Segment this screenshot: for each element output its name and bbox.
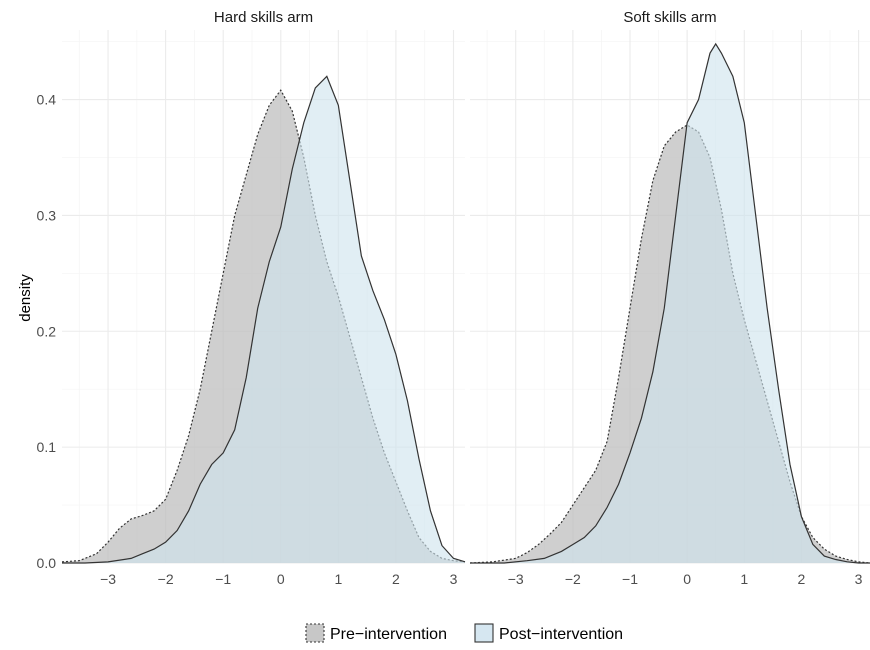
post-intervention-area bbox=[470, 43, 870, 563]
facet-panel: Hard skills arm −3 −2 −1 0 1 2 3 0.0 0.1 0.2 0.3 0.4 bbox=[37, 9, 466, 587]
y-tick-label: 0.2 bbox=[37, 323, 57, 339]
x-tick-label: 3 bbox=[855, 571, 863, 587]
y-tick-label: 0.4 bbox=[37, 92, 57, 108]
legend-key bbox=[474, 623, 494, 643]
x-tick-label: −1 bbox=[622, 571, 638, 587]
facet-panel: Soft skills arm −3 −2 −1 0 1 2 3 bbox=[469, 9, 870, 587]
post-intervention-line bbox=[470, 42, 870, 564]
legend-label: Post−intervention bbox=[499, 626, 623, 643]
x-tick-label: −3 bbox=[100, 571, 116, 587]
x-tick-label: −3 bbox=[508, 571, 524, 587]
y-tick-label: 0.0 bbox=[37, 555, 57, 571]
x-tick-label: −2 bbox=[158, 571, 174, 587]
x-tick-label: 1 bbox=[740, 571, 748, 587]
x-tick-label: 1 bbox=[334, 571, 342, 587]
legend-key bbox=[305, 623, 325, 643]
post-intervention-line bbox=[62, 75, 466, 564]
legend: Pre−intervention Post−intervention bbox=[305, 623, 623, 643]
x-tick-label: 2 bbox=[392, 571, 400, 587]
legend-label: Pre−intervention bbox=[330, 626, 447, 643]
x-tick-label: −2 bbox=[565, 571, 581, 587]
y-axis-title: density bbox=[17, 274, 34, 322]
pre-intervention-line bbox=[469, 124, 870, 564]
x-tick-label: 0 bbox=[683, 571, 691, 587]
y-tick-label: 0.1 bbox=[37, 439, 57, 455]
facet-title: Hard skills arm bbox=[214, 9, 313, 26]
y-tick-label: 0.3 bbox=[37, 207, 57, 223]
facet-title: Soft skills arm bbox=[623, 9, 716, 26]
x-tick-label: 0 bbox=[277, 571, 285, 587]
x-tick-label: 3 bbox=[450, 571, 458, 587]
x-tick-label: −1 bbox=[215, 571, 231, 587]
post-intervention-area bbox=[62, 76, 465, 563]
x-tick-label: 2 bbox=[798, 571, 806, 587]
